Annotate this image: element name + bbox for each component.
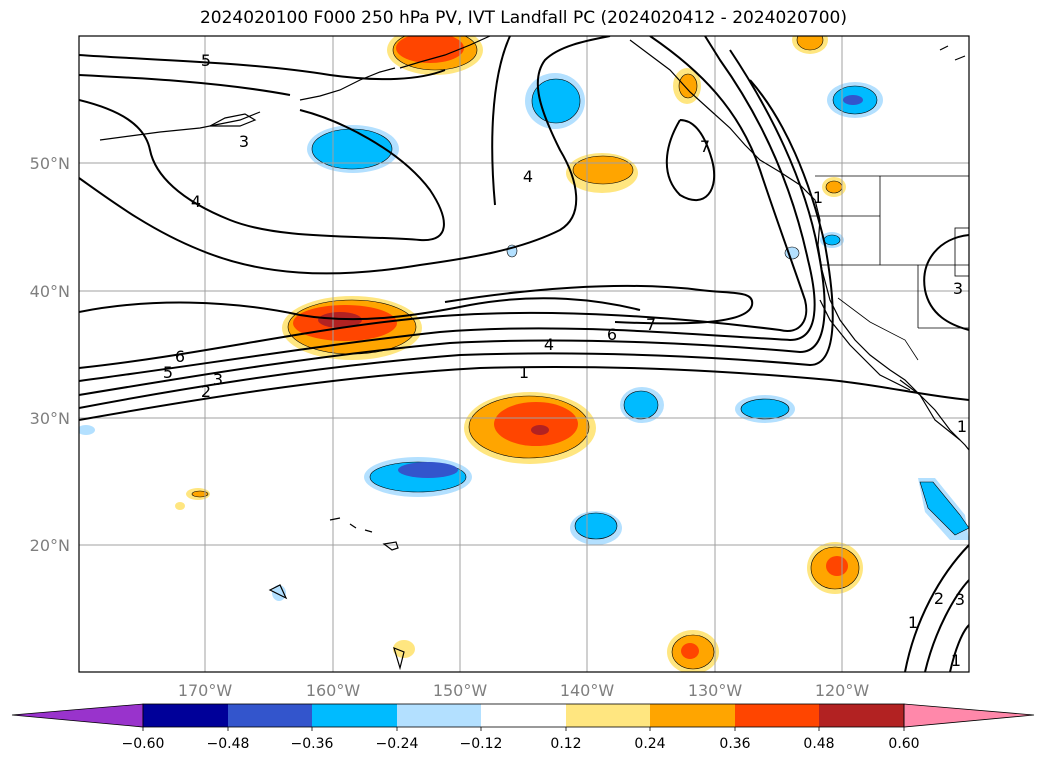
anomaly-positive — [822, 177, 846, 197]
contour-label: 3 — [213, 370, 223, 389]
colorbar-extend-high — [903, 703, 1035, 728]
anomaly-positive — [807, 542, 863, 594]
colorbar-swatch — [228, 704, 312, 727]
contour-label: 7 — [646, 315, 656, 334]
colorbar-swatch — [566, 704, 650, 727]
contour-label: 1 — [951, 651, 961, 670]
anomaly-negative — [307, 125, 399, 173]
anomaly-negative — [570, 511, 622, 545]
contour-label: 7 — [700, 137, 710, 156]
anomaly-positive — [282, 296, 422, 360]
colorbar-label: −0.48 — [207, 736, 250, 752]
colorbar-extend-low — [11, 703, 144, 728]
anomaly-positive — [667, 630, 719, 672]
contour-label: 1 — [957, 417, 967, 436]
contour-label: 1 — [519, 363, 529, 382]
anomaly-negative — [735, 395, 795, 423]
lat-label: 30°N — [30, 409, 70, 428]
lon-label: 140°W — [560, 681, 615, 700]
anomaly-positive — [464, 392, 596, 464]
contour-label: 5 — [201, 51, 211, 70]
lat-label: 50°N — [30, 154, 70, 173]
anomaly-negative — [918, 478, 969, 540]
colorbar-label: −0.36 — [291, 736, 334, 752]
anomaly-negative — [364, 457, 472, 497]
colorbar-ticks — [142, 727, 905, 731]
lat-label: 20°N — [30, 536, 70, 555]
anomaly-negative — [827, 82, 883, 118]
lat-label: 40°N — [30, 282, 70, 301]
anomaly-negative — [820, 232, 844, 248]
contour-label: 1 — [813, 188, 823, 207]
colorbar-label: 0.48 — [803, 736, 834, 752]
contour-label: 2 — [201, 382, 211, 401]
anomaly-positive — [393, 640, 415, 658]
contour-label: 6 — [607, 325, 617, 344]
colorbar-swatch — [397, 704, 481, 727]
map-title: 2024020100 F000 250 hPa PV, IVT Landfall… — [199, 8, 847, 28]
map-frame — [78, 35, 970, 673]
contour-label: 4 — [523, 167, 533, 186]
longitude-labels: 170°W 160°W 150°W 140°W 130°W 120°W — [178, 681, 870, 700]
lon-label: 120°W — [815, 681, 870, 700]
colorbar-label: 0.12 — [550, 736, 581, 752]
colorbar-swatch — [312, 704, 397, 727]
lon-label: 130°W — [688, 681, 743, 700]
contour-label: 6 — [175, 347, 185, 366]
colorbar-swatch — [650, 704, 735, 727]
colorbar: −0.60 −0.48 −0.36 −0.24 −0.12 0.12 0.24 … — [11, 703, 1035, 752]
contour-label: 4 — [544, 335, 554, 354]
shaded-anomalies — [79, 36, 969, 672]
pv-contours — [79, 36, 969, 672]
colorbar-swatch — [819, 704, 904, 727]
contour-label: 3 — [955, 590, 965, 609]
colorbar-swatch — [735, 704, 819, 727]
colorbar-label: 0.24 — [634, 736, 665, 752]
state-borders — [810, 175, 969, 361]
colorbar-swatch — [481, 704, 566, 727]
colorbar-swatch — [143, 704, 228, 727]
anomaly-positive — [566, 153, 638, 193]
lon-label: 170°W — [178, 681, 233, 700]
contour-label: 2 — [934, 589, 944, 608]
anomaly-positive — [175, 488, 210, 510]
colorbar-label: −0.60 — [122, 736, 165, 752]
anomaly-negative — [620, 387, 664, 423]
anomaly-negative — [525, 73, 585, 129]
colorbar-label: 0.60 — [888, 736, 919, 752]
contour-label: 1 — [908, 613, 918, 632]
contour-labels: 5 3 4 6 5 2 3 4 6 7 1 4 7 1 1 2 3 1 3 1 — [163, 51, 967, 670]
colorbar-label: −0.12 — [460, 736, 503, 752]
contour-label: 3 — [953, 279, 963, 298]
contour-label: 4 — [191, 192, 201, 211]
contour-label: 5 — [163, 363, 173, 382]
colorbar-outline — [142, 703, 905, 728]
anomaly-positive — [792, 36, 828, 54]
lon-label: 150°W — [433, 681, 488, 700]
contour-label: 3 — [239, 132, 249, 151]
lon-label: 160°W — [306, 681, 361, 700]
colorbar-label: 0.36 — [719, 736, 750, 752]
latitude-labels: 20°N 30°N 40°N 50°N — [30, 154, 70, 555]
colorbar-label: −0.24 — [376, 736, 419, 752]
